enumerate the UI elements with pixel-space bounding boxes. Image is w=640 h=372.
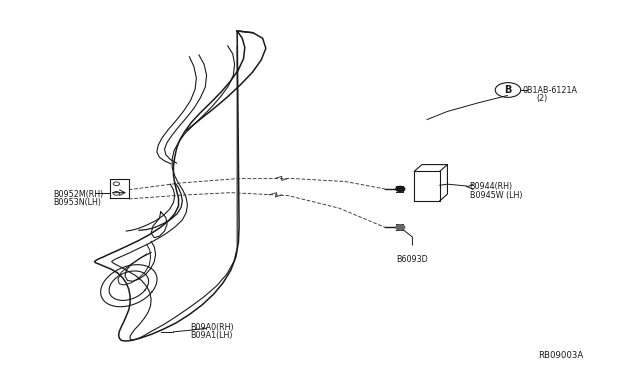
Text: B0945W (LH): B0945W (LH): [470, 191, 522, 200]
Circle shape: [396, 225, 404, 230]
Text: 0B1AB-6121A: 0B1AB-6121A: [523, 86, 578, 94]
Circle shape: [396, 186, 404, 192]
Text: B: B: [504, 85, 511, 95]
Text: B0944(RH): B0944(RH): [470, 182, 513, 191]
Text: RB09003A: RB09003A: [538, 351, 584, 360]
Text: (2): (2): [537, 94, 548, 103]
Text: B09A1(LH): B09A1(LH): [191, 331, 233, 340]
Text: B09A0(RH): B09A0(RH): [190, 323, 234, 331]
Text: B0953N(LH): B0953N(LH): [54, 198, 102, 207]
Text: B0952M(RH): B0952M(RH): [54, 190, 104, 199]
Text: B6093D: B6093D: [397, 255, 428, 264]
